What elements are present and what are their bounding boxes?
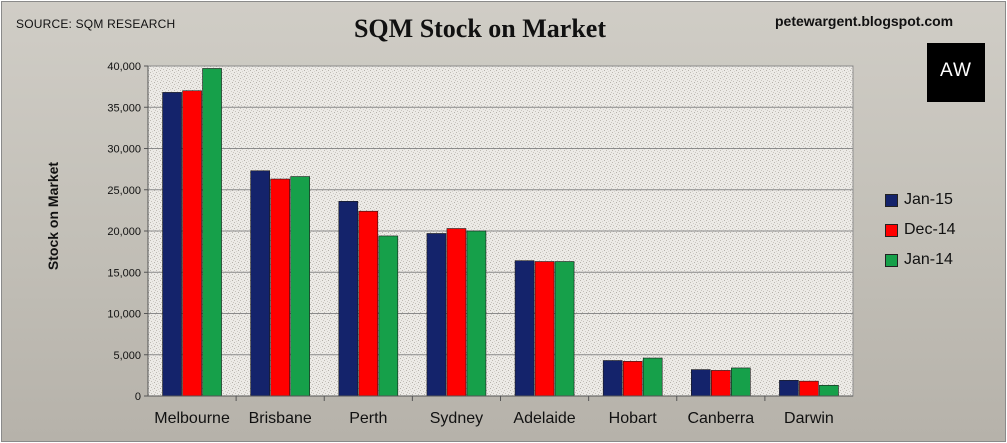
bar-jan-14-sydney (466, 230, 487, 397)
x-tick-label: Hobart (609, 410, 658, 427)
bar-dec-14-sydney (446, 228, 467, 397)
x-tick-label: Melbourne (154, 410, 230, 427)
legend-swatch (885, 253, 898, 267)
legend-label: Jan-14 (904, 251, 953, 268)
x-tick-label: Sydney (430, 410, 483, 427)
x-tick-label: Canberra (687, 410, 754, 427)
legend-label: Jan-15 (904, 191, 953, 208)
bar-dec-14-perth (358, 210, 379, 397)
legend-swatch (885, 193, 898, 207)
y-tick-label: 25,000 (107, 185, 141, 197)
bar-jan-15-adelaide (514, 260, 535, 397)
source-label: SOURCE: SQM RESEARCH (16, 17, 176, 31)
bar-jan-14-brisbane (290, 176, 310, 397)
bar-jan-15-canberra (691, 369, 711, 397)
bar-dec-14-brisbane (270, 178, 290, 397)
bar-jan-14-melbourne (202, 68, 222, 397)
y-tick-label: 40,000 (107, 61, 141, 73)
logo-text: AW (940, 60, 972, 81)
bar-jan-15-sydney (426, 233, 447, 397)
x-tick-label: Darwin (784, 410, 834, 427)
legend-item: Jan-14 (885, 245, 956, 275)
bar-jan-14-canberra (731, 367, 751, 397)
legend-item: Jan-15 (885, 185, 956, 215)
bar-jan-14-perth (378, 235, 399, 397)
bar-jan-15-brisbane (250, 170, 270, 397)
legend-swatch (885, 223, 898, 237)
bar-dec-14-darwin (799, 380, 819, 397)
blog-url: petewargent.blogspot.com (775, 13, 954, 29)
legend-label: Dec-14 (904, 221, 956, 238)
x-tick-label: Perth (349, 410, 387, 427)
x-tick-label: Brisbane (249, 410, 312, 427)
y-tick-label: 35,000 (107, 102, 141, 114)
bar-jan-14-adelaide (554, 261, 575, 397)
y-tick-label: 5,000 (113, 350, 141, 362)
legend: Jan-15 Dec-14 Jan-14 (885, 185, 956, 275)
y-tick-label: 30,000 (107, 144, 141, 156)
bar-jan-15-darwin (779, 380, 799, 397)
bar-dec-14-canberra (711, 370, 731, 397)
aw-logo: AW (927, 43, 985, 102)
bar-jan-15-melbourne (162, 92, 182, 397)
y-tick-label: 10,000 (107, 309, 141, 321)
bar-dec-14-hobart (622, 361, 643, 397)
bar-jan-14-darwin (819, 384, 839, 397)
bar-jan-14-hobart (642, 357, 663, 397)
y-tick-label: 20,000 (107, 226, 141, 238)
legend-item: Dec-14 (885, 215, 956, 245)
chart-title: SQM Stock on Market (353, 14, 607, 43)
bar-jan-15-perth (338, 201, 359, 397)
x-tick-label: Adelaide (513, 410, 575, 427)
y-tick-label: 15,000 (107, 267, 141, 279)
bar-dec-14-melbourne (182, 90, 202, 397)
bar-jan-15-hobart (602, 360, 623, 397)
y-tick-label: 0 (135, 391, 141, 403)
bar-dec-14-adelaide (534, 261, 555, 397)
